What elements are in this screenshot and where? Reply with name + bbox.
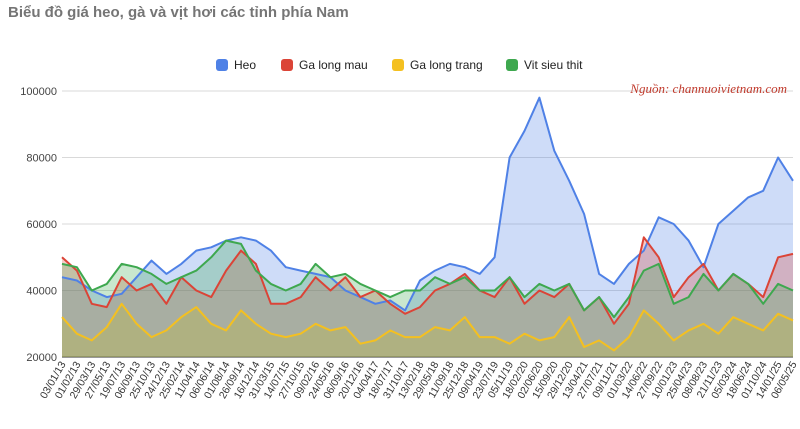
y-tick-label: 80000 [26, 153, 57, 165]
legend-swatch [506, 59, 518, 71]
legend-label: Ga long trang [410, 58, 483, 72]
series-line-ga-long-mau [61, 236, 794, 325]
series-area-ga-long-trang [62, 303, 793, 357]
y-tick-label: 100000 [20, 86, 57, 98]
legend-swatch [392, 59, 404, 71]
legend-label: Heo [234, 58, 256, 72]
series-line-ga-long-trang [61, 302, 794, 352]
series-areas [62, 97, 793, 357]
legend-swatch [281, 59, 293, 71]
series-area-ga-long-mau [62, 237, 793, 357]
series-line-vit-sieu-thit [61, 239, 794, 319]
legend-swatch [216, 59, 228, 71]
y-tick-label: 40000 [26, 286, 57, 298]
series-area-heo [62, 97, 793, 357]
y-tick-label: 60000 [26, 219, 57, 231]
y-tick-label: 20000 [26, 352, 57, 364]
source-note: Nguồn: channuoivietnam.com [629, 81, 787, 96]
legend-label: Ga long mau [299, 58, 368, 72]
series-line-heo [61, 96, 794, 312]
series-lines [61, 96, 794, 352]
legend-label: Vit sieu thit [524, 58, 583, 72]
chart-title: Biểu đồ giá heo, gà và vịt hơi các tỉnh … [8, 4, 349, 21]
legend: Heo Ga long mau Ga long trang Vit sieu thit [216, 58, 583, 72]
gridlines [62, 90, 793, 358]
